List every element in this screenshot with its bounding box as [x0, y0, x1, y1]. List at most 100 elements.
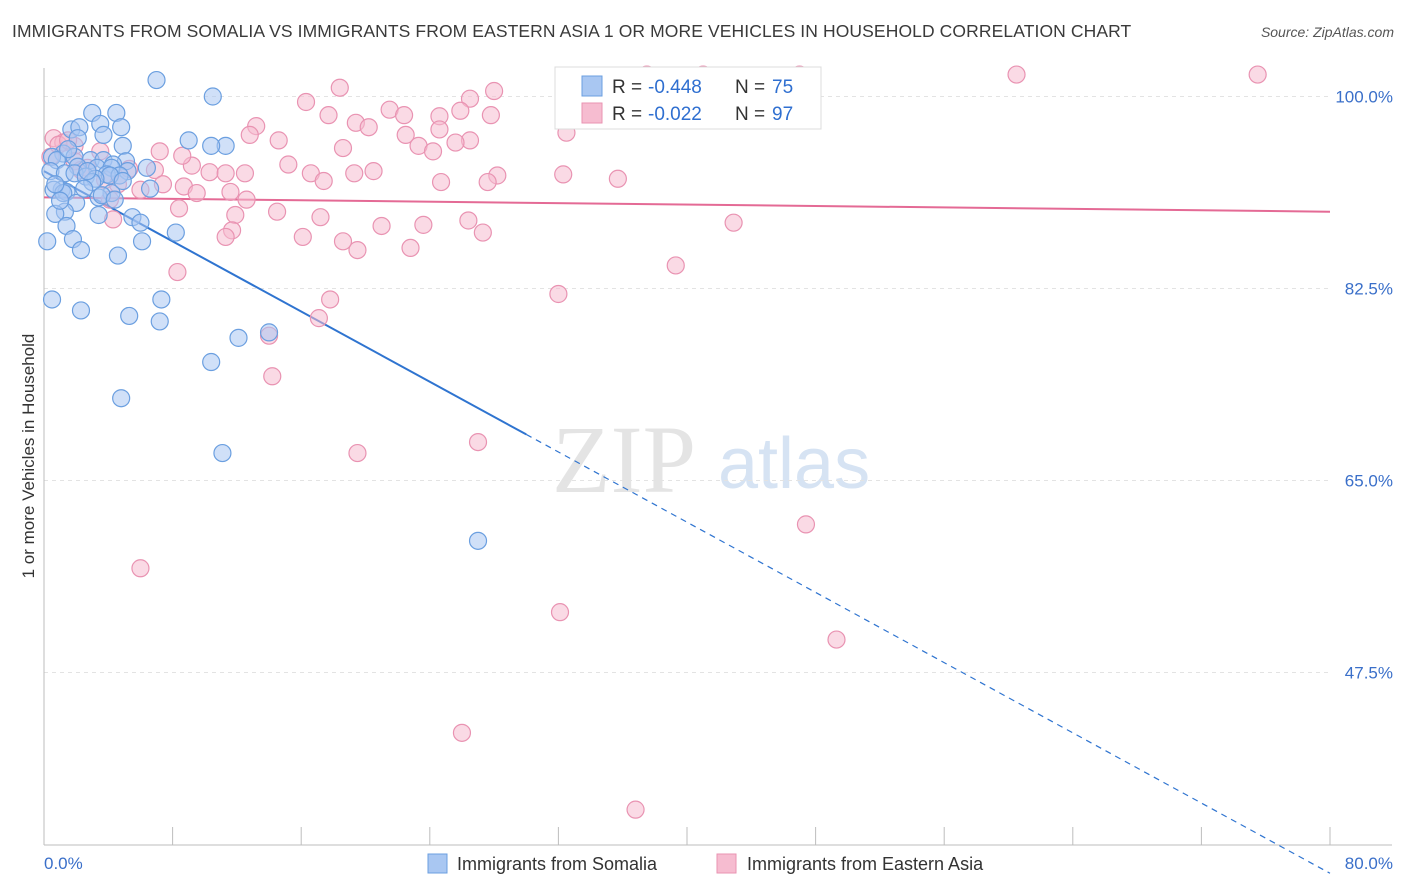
legend-swatch-somalia — [581, 75, 603, 97]
point-easia — [1248, 65, 1267, 84]
point-somalia — [229, 328, 248, 347]
point-easia — [267, 202, 287, 221]
point-easia — [452, 723, 472, 742]
point-easia — [485, 81, 504, 101]
point-somalia — [147, 70, 166, 90]
point-easia — [263, 367, 282, 386]
point-easia — [460, 89, 480, 108]
point-somalia — [202, 352, 221, 372]
trend-lines — [43, 170, 1331, 874]
point-somalia — [150, 312, 169, 331]
point-easia — [200, 163, 219, 182]
point-somalia — [59, 140, 78, 159]
point-somalia — [113, 171, 132, 191]
point-somalia — [38, 232, 57, 251]
point-easia — [666, 256, 685, 275]
point-easia — [626, 800, 645, 819]
point-somalia — [78, 162, 97, 181]
watermark-zip: ZIP — [552, 406, 696, 513]
point-somalia — [50, 191, 70, 210]
point-somalia — [179, 131, 198, 150]
point-somalia — [105, 190, 124, 209]
point-easia — [293, 227, 312, 247]
point-somalia — [113, 136, 132, 155]
point-easia — [150, 142, 169, 161]
point-easia — [319, 106, 338, 125]
point-somalia — [213, 443, 232, 463]
point-somalia — [71, 301, 91, 320]
point-somalia — [75, 179, 94, 198]
correlation-legend: R = -0.448 N = 75 R = -0.022 N = 97 — [554, 66, 822, 130]
point-easia — [554, 165, 573, 184]
point-easia — [173, 146, 192, 165]
point-easia — [481, 106, 500, 125]
point-easia — [216, 227, 235, 247]
point-somalia — [468, 531, 488, 550]
point-somalia — [42, 290, 62, 309]
point-somalia — [166, 223, 185, 242]
chart-title: IMMIGRANTS FROM SOMALIA VS IMMIGRANTS FR… — [12, 21, 1132, 41]
point-easia — [459, 211, 478, 230]
point-easia — [478, 172, 497, 192]
point-somalia — [120, 306, 139, 326]
point-easia — [321, 290, 340, 309]
point-somalia — [140, 179, 160, 198]
point-easia — [430, 120, 449, 139]
point-somalia — [259, 323, 279, 342]
legend-n-value-easia: 97 — [772, 104, 793, 125]
point-easia — [446, 133, 465, 152]
legend-n-value-somalia: 75 — [772, 77, 793, 98]
point-easia — [550, 603, 570, 622]
point-easia — [348, 241, 367, 260]
point-easia — [240, 125, 259, 144]
point-easia — [333, 232, 353, 251]
point-easia — [311, 208, 330, 227]
point-easia — [279, 155, 298, 174]
point-easia — [330, 78, 349, 97]
point-easia — [216, 164, 235, 183]
point-easia — [414, 215, 433, 234]
point-easia — [309, 309, 328, 328]
point-easia — [226, 205, 245, 225]
point-easia — [372, 216, 391, 236]
bottom-legend-label-easia: Immigrants from Eastern Asia — [747, 854, 984, 874]
point-somalia — [112, 118, 131, 137]
point-easia — [296, 92, 316, 112]
legend-r-value-somalia: -0.448 — [648, 77, 702, 98]
point-easia — [827, 630, 846, 649]
x-tick-label-min: 0.0% — [44, 854, 83, 873]
point-somalia — [46, 175, 65, 194]
point-easia — [345, 164, 364, 183]
grid — [44, 96, 1330, 673]
point-easia — [169, 199, 189, 218]
legend-r-value-easia: -0.022 — [648, 104, 702, 125]
point-easia — [468, 433, 488, 452]
point-easia — [235, 164, 255, 183]
point-easia — [724, 213, 743, 232]
source-label: Source: ZipAtlas.com — [1260, 24, 1394, 40]
point-easia — [1007, 65, 1026, 84]
point-somalia — [94, 125, 113, 144]
legend-r-label-somalia: R = — [612, 77, 642, 98]
point-easia — [348, 443, 367, 463]
point-somalia — [132, 232, 152, 251]
y-axis-label: 1 or more Vehicles in Household — [19, 334, 38, 579]
legend-swatch-easia — [581, 102, 603, 124]
y-tick-label: 65.0% — [1345, 472, 1393, 491]
watermark-atlas: atlas — [718, 424, 870, 504]
point-easia — [401, 238, 420, 258]
legend-r-label-easia: R = — [612, 104, 642, 125]
bottom-legend-label-somalia: Immigrants from Somalia — [457, 854, 658, 874]
legend-n-label-easia: N = — [735, 104, 765, 125]
legend-n-label-somalia: N = — [735, 77, 765, 98]
bottom-legend-swatch-easia — [716, 853, 737, 874]
point-somalia — [152, 290, 171, 309]
point-easia — [359, 118, 378, 137]
point-somalia — [202, 136, 221, 155]
point-easia — [451, 101, 470, 120]
y-tick-label: 47.5% — [1345, 664, 1393, 683]
point-somalia — [112, 389, 131, 408]
point-easia — [131, 559, 150, 578]
point-easia — [333, 138, 353, 158]
